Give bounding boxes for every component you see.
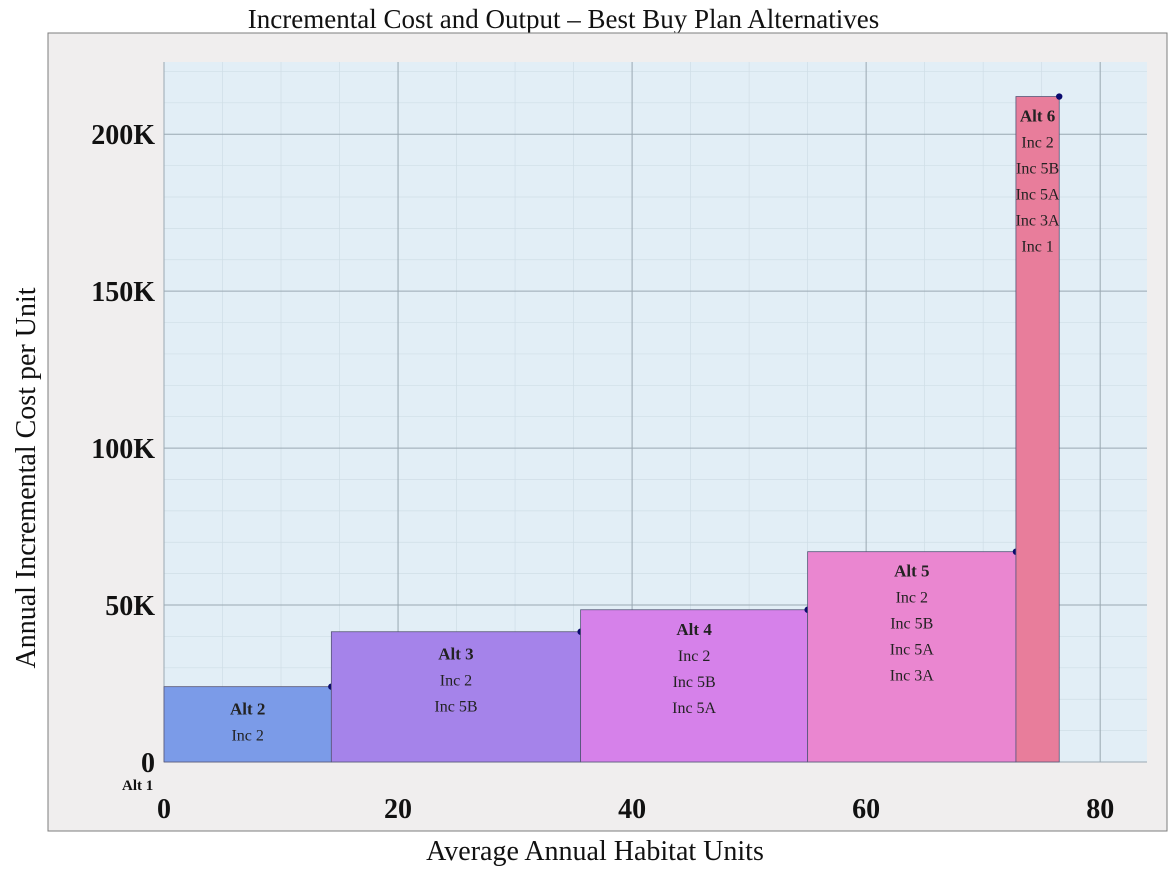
bar-increment-label: Inc 5B — [673, 674, 716, 691]
bar-name-label: Alt 6 — [1020, 107, 1055, 126]
bar-increment-label: Inc 2 — [1021, 135, 1053, 152]
x-tick-label: 80 — [1086, 794, 1114, 825]
bar-name-label: Alt 5 — [894, 562, 929, 581]
bar-increment-label: Inc 1 — [1021, 239, 1053, 256]
bar-group: Alt 5 Inc 2 Inc 5B Inc 5A Inc 3A — [807, 548, 1020, 763]
bar — [330, 631, 582, 763]
y-tick-label: 100K — [91, 434, 155, 465]
bar-increment-label: Inc 2 — [231, 728, 263, 745]
x-tick-label: 40 — [618, 794, 646, 825]
bar-group: Alt 6 Inc 2 Inc 5B Inc 5A Inc 3A Inc 1 — [1015, 93, 1063, 763]
origin-label: Alt 1 — [122, 778, 153, 794]
bar-group: Alt 3 Inc 2 Inc 5B — [330, 628, 584, 763]
bar-increment-label: Inc 3A — [890, 668, 934, 685]
bar-name-label: Alt 4 — [676, 620, 712, 639]
bar-group: Alt 2 Inc 2 — [163, 683, 335, 763]
x-tick-label: 20 — [384, 794, 412, 825]
bar-increment-label: Inc 2 — [440, 673, 472, 690]
bar-increment-label: Inc 2 — [896, 590, 928, 607]
bar-name-label: Alt 2 — [230, 700, 265, 719]
y-tick-label: 50K — [105, 591, 155, 622]
y-tick-label: 200K — [91, 120, 155, 151]
bar-increment-label: Inc 5A — [890, 642, 934, 659]
chart-title: Incremental Cost and Output – Best Buy P… — [247, 4, 880, 34]
bar-increment-label: Inc 5A — [1016, 187, 1060, 204]
bar — [163, 686, 332, 763]
data-point — [1056, 93, 1063, 100]
y-tick-label: 0 — [141, 748, 155, 779]
bar-increment-label: Inc 5B — [1016, 161, 1059, 178]
bar-increment-label: Inc 5B — [434, 699, 477, 716]
y-tick-label: 150K — [91, 277, 155, 308]
bar-increment-label: Inc 5B — [890, 616, 933, 633]
bar-group: Alt 4 Inc 2 Inc 5B Inc 5A — [580, 606, 811, 763]
bar-increment-label: Inc 2 — [678, 648, 710, 665]
bar-name-label: Alt 3 — [438, 645, 473, 664]
bar-increment-label: Inc 3A — [1016, 213, 1060, 230]
x-axis-label: Average Annual Habitat Units — [426, 836, 764, 867]
x-tick-label: 60 — [852, 794, 880, 825]
x-tick-label: 0 — [157, 794, 171, 825]
bar — [807, 551, 1017, 763]
bar-increment-label: Inc 5A — [672, 700, 716, 717]
bar — [1015, 96, 1060, 763]
